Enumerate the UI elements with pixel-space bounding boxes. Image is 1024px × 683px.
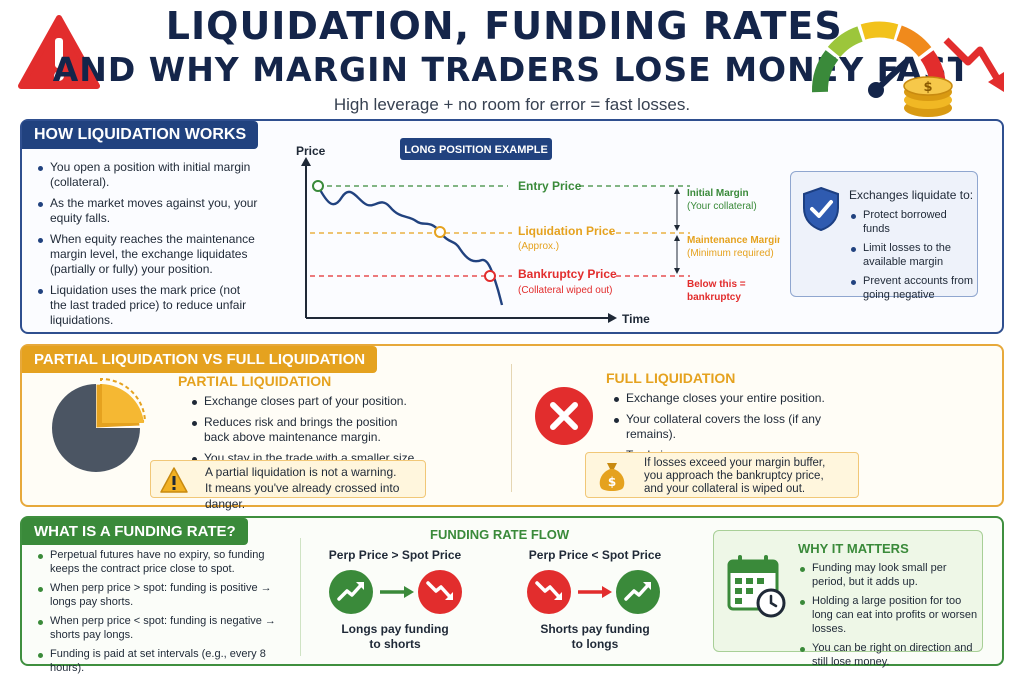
badge [400, 138, 552, 160]
price-line [316, 185, 504, 306]
flow-title: FUNDING RATE FLOW [430, 527, 570, 542]
trend-down-icon [418, 570, 462, 614]
warning-icon [18, 15, 100, 89]
full-title: FULL LIQUIDATION [606, 370, 736, 386]
liquidation-bullets: You open a position with initial margin … [36, 160, 258, 334]
list-item: As the market moves against you, your eq… [36, 196, 258, 226]
list-item: Liquidation uses the mark price (not the… [36, 283, 258, 328]
liquidation-chart: Price Time LONG POSITION EXAMPLE Entry P… [296, 138, 780, 326]
initial-margin-label: Initial Margin [687, 188, 749, 199]
flow-left-line-2: to shorts [369, 637, 421, 651]
partial-title: PARTIAL LIQUIDATION [178, 373, 332, 389]
list-item: Exchange closes your entire position. [612, 391, 862, 406]
list-item: Perpetual futures have no expiry, so fun… [36, 548, 286, 576]
badge-text: LONG POSITION EXAMPLE [404, 144, 548, 156]
calendar-clock-icon [727, 555, 786, 618]
list-item: Exchange closes part of your position. [190, 394, 420, 409]
flow-right-line-2: to longs [571, 637, 619, 651]
partial-note-line-2: It means you've already crossed into dan… [205, 481, 400, 511]
flow-right-head: Perp Price < Spot Price [528, 548, 662, 562]
trend-up-icon [329, 570, 373, 614]
below-line-2: bankruptcy [687, 292, 741, 303]
full-note-line-3: and your collateral is wiped out. [644, 483, 806, 495]
list-item: Holding a large position for too long ca… [798, 594, 978, 636]
trend-up-icon [616, 570, 660, 614]
list-item: When equity reaches the maintenance marg… [36, 232, 258, 277]
exchanges-list: Protect borrowed funds Limit losses to t… [849, 208, 975, 307]
shield-check-icon [803, 186, 839, 232]
svg-text:$: $ [608, 475, 616, 489]
down-arrow-icon [943, 37, 1004, 92]
list-item: Funding may look small per period, but i… [798, 561, 978, 589]
below-line-1: Below this = [687, 279, 746, 290]
exchanges-box: Exchanges liquidate to: Protect borrowed… [790, 171, 978, 301]
full-note: $ If losses exceed your margin buffer, y… [585, 452, 859, 498]
pie-icon [52, 377, 147, 472]
money-bag-icon: $ [599, 463, 625, 491]
entry-point [312, 180, 324, 192]
flow-left-head: Perp Price > Spot Price [328, 548, 462, 562]
list-item: Funding is paid at set intervals (e.g., … [36, 647, 286, 675]
liquidation-price-label: Liquidation Price [518, 224, 616, 238]
list-item: Limit losses to the available margin [849, 241, 975, 269]
initial-margin-sub: (Your collateral) [687, 201, 757, 212]
list-item: When perp price > spot: funding is posit… [36, 581, 286, 609]
bankruptcy-point [484, 270, 496, 282]
divider [300, 538, 301, 656]
divider [511, 364, 512, 492]
funding-bullets: Perpetual futures have no expiry, so fun… [36, 548, 286, 680]
list-item: Prevent accounts from going negative [849, 274, 975, 302]
arrow-right-icon [380, 586, 414, 598]
liquidation-point [434, 226, 446, 238]
partial-full-tab: PARTIAL LIQUIDATION VS FULL LIQUIDATION [22, 346, 378, 373]
title-line-1: LIQUIDATION, FUNDING RATES, [165, 4, 859, 48]
bankruptcy-price-sub: (Collateral wiped out) [518, 285, 613, 296]
liquidation-tab: HOW LIQUIDATION WORKS [22, 121, 259, 149]
gauge-icon: $ [812, 21, 1004, 117]
list-item: Reduces risk and brings the position bac… [190, 415, 420, 445]
x-circle-icon [535, 387, 593, 445]
subtitle: High leverage + no room for error = fast… [333, 95, 691, 114]
funding-tab: WHAT IS A FUNDING RATE? [22, 518, 248, 545]
list-item: You open a position with initial margin … [36, 160, 258, 190]
list-item: You can be right on direction and still … [798, 641, 978, 669]
y-axis-label: Price [296, 144, 326, 158]
why-box: WHY IT MATTERS Funding may look small pe… [713, 530, 983, 668]
trend-down-icon [527, 570, 571, 614]
liquidation-price-sub: (Approx.) [518, 241, 559, 252]
warning-icon [160, 467, 188, 493]
svg-text:$: $ [923, 80, 932, 95]
flow-left-line-1: Longs pay funding [341, 622, 449, 636]
flow-right-graphic [527, 570, 660, 614]
full-note-line-1: If losses exceed your margin buffer, [644, 457, 826, 469]
partial-note-line-1: A partial liquidation is not a warning. [205, 465, 397, 479]
maintenance-margin-label: Maintenance Margin [687, 235, 780, 246]
full-bullets: Exchange closes your entire position. Yo… [612, 391, 862, 469]
full-note-line-2: you approach the bankruptcy price, [644, 470, 824, 482]
partial-note: A partial liquidation is not a warning. … [150, 460, 426, 511]
flow-left-graphic [329, 570, 462, 614]
arrow-right-icon [578, 586, 612, 598]
list-item: When perp price < spot: funding is negat… [36, 614, 286, 642]
exchanges-title: Exchanges liquidate to: [849, 188, 974, 202]
list-item: Protect borrowed funds [849, 208, 975, 236]
entry-price-label: Entry Price [518, 179, 582, 193]
coins-icon: $ [903, 76, 953, 117]
list-item: Your collateral covers the loss (if any … [612, 412, 862, 442]
why-title: WHY IT MATTERS [798, 541, 909, 556]
why-list: Funding may look small per period, but i… [798, 561, 978, 674]
maintenance-margin-sub: (Minimum required) [687, 248, 774, 259]
flow-right-line-1: Shorts pay funding [540, 622, 650, 636]
x-axis-label: Time [622, 312, 650, 326]
bankruptcy-price-label: Bankruptcy Price [518, 267, 617, 281]
